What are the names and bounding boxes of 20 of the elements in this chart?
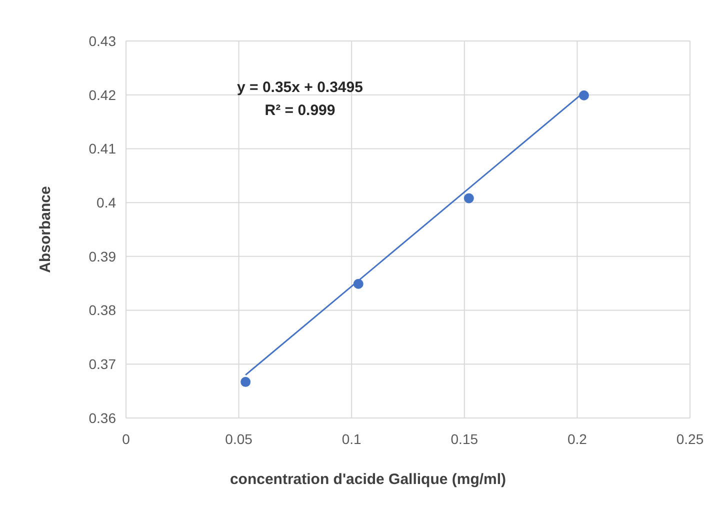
y-tick-label: 0.36 xyxy=(88,410,116,426)
x-tick-label: 0.2 xyxy=(567,431,588,447)
y-tick-label: 0.37 xyxy=(88,356,116,372)
x-tick-label: 0.15 xyxy=(450,431,478,447)
point xyxy=(464,193,474,204)
y-tick-label: 0.4 xyxy=(96,194,116,210)
annotation: y = 0.35x + 0.3495 xyxy=(237,79,363,96)
annotation: R² = 0.999 xyxy=(264,102,336,119)
y-tick-label: 0.43 xyxy=(88,32,116,49)
x-tick-label: 0.1 xyxy=(342,431,362,447)
y-tick-label: 0.39 xyxy=(88,248,116,264)
y-tick-label: 0.42 xyxy=(88,86,116,103)
x-tick-label: 0 xyxy=(122,431,130,447)
x-axis-title: concentration d'acide Gallique (mg/ml) xyxy=(230,471,506,488)
x-tick-label: 0.25 xyxy=(676,431,704,447)
x-tick-label: 0.05 xyxy=(225,431,253,447)
point xyxy=(240,376,251,387)
y-tick-label: 0.38 xyxy=(88,302,116,318)
y-tick-label: 0.41 xyxy=(88,140,116,157)
y-axis-title: Absorbance xyxy=(37,186,54,273)
